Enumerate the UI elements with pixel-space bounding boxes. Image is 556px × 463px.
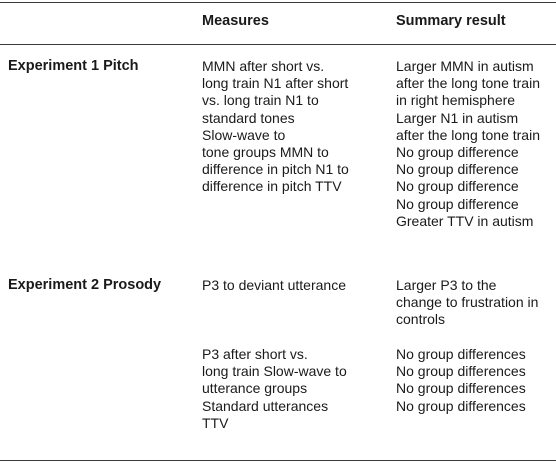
header-summary-result: Summary result bbox=[396, 13, 506, 29]
row-2-measures: P3 to deviant utterance bbox=[202, 277, 346, 293]
table-bottom-rule bbox=[0, 460, 556, 461]
row-label-experiment-2: Experiment 2 Prosody bbox=[8, 277, 162, 293]
row-1-measures: MMN after short vs. long train N1 after … bbox=[202, 58, 349, 195]
row-1-results: Larger MMN in autism after the long tone… bbox=[396, 58, 540, 229]
row-2-results: Larger P3 to the change to frustration i… bbox=[396, 277, 539, 328]
table-top-rule bbox=[0, 2, 556, 3]
header-measures: Measures bbox=[202, 13, 269, 29]
header-bottom-rule bbox=[0, 44, 556, 45]
row-label-experiment-1: Experiment 1 Pitch bbox=[8, 58, 139, 74]
row-3-measures: P3 after short vs. long train Slow-wave … bbox=[202, 346, 347, 431]
row-3-results: No group differences No group difference… bbox=[396, 346, 526, 414]
